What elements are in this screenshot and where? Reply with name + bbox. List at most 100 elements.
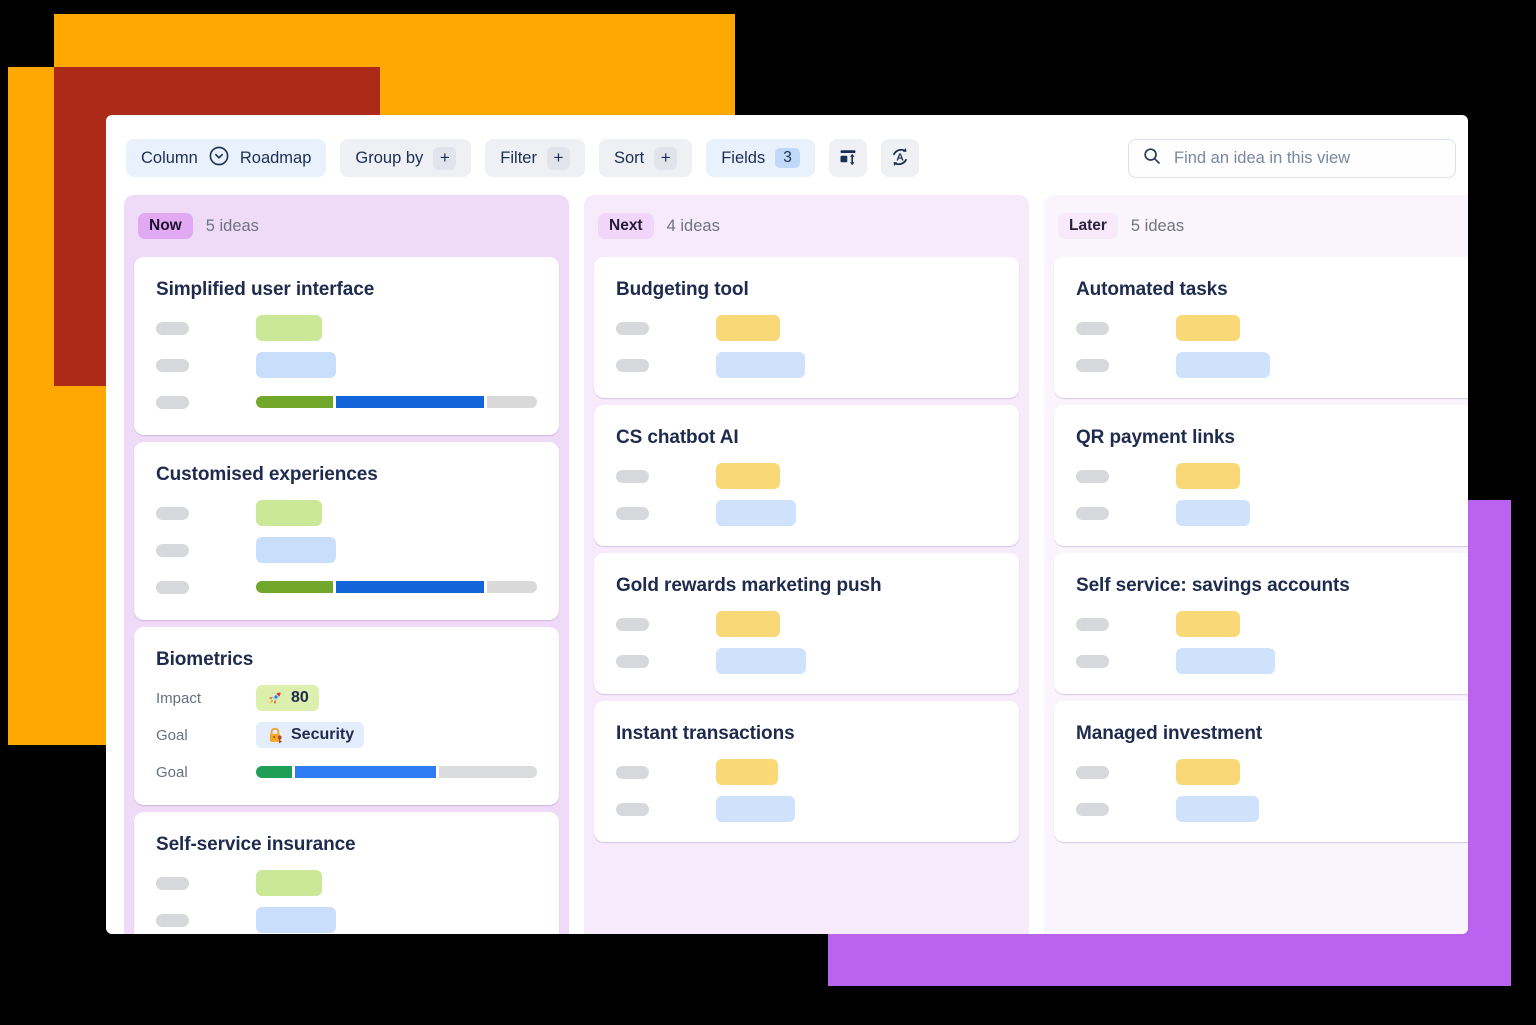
progress-bar [256, 396, 537, 408]
idea-card[interactable]: Managed investment [1054, 701, 1468, 842]
idea-field-row [156, 315, 537, 341]
field-value-placeholder [256, 537, 336, 563]
field-value-pill: 80 [256, 685, 319, 711]
idea-field-row [616, 611, 997, 637]
field-value-placeholder [256, 352, 336, 378]
idea-card-title: Automated tasks [1076, 279, 1228, 300]
group-by-button[interactable]: Group by + [340, 139, 472, 177]
field-label-placeholder [156, 876, 189, 890]
translate-icon: A [889, 146, 911, 171]
row-height-icon [838, 147, 858, 170]
sort-label: Sort [613, 148, 645, 167]
sort-button[interactable]: Sort + [598, 139, 693, 177]
progress-segment [336, 581, 484, 593]
field-label-placeholder [1076, 802, 1109, 816]
idea-card[interactable]: Biometrics Impact 80 Goal Security Goal [134, 627, 559, 805]
field-value-placeholder [256, 500, 322, 526]
idea-card[interactable]: QR payment links [1054, 405, 1468, 546]
group-by-label: Group by [355, 148, 424, 167]
field-value-pill: Security [256, 722, 365, 748]
field-label-zone [616, 469, 716, 483]
field-label-placeholder [616, 617, 649, 631]
field-label-placeholder [1076, 506, 1109, 520]
field-value-placeholder [716, 352, 805, 378]
idea-card[interactable]: Self service: savings accounts [1054, 553, 1468, 694]
progress-segment [336, 396, 484, 408]
field-label-placeholder [616, 321, 649, 335]
plus-icon: + [546, 146, 570, 170]
field-label-placeholder [1076, 654, 1109, 668]
field-label-zone [156, 876, 256, 890]
progress-bar [256, 766, 537, 778]
idea-card[interactable]: Customised experiences [134, 442, 559, 620]
filter-button[interactable]: Filter + [485, 139, 585, 177]
idea-field-row [156, 870, 537, 896]
idea-field-row [616, 648, 997, 674]
field-label-zone [156, 580, 256, 594]
field-value-placeholder [1176, 796, 1259, 822]
idea-card[interactable]: Instant transactions [594, 701, 1019, 842]
column-header-next: Next 4 ideas [584, 195, 1029, 257]
idea-card[interactable]: Gold rewards marketing push [594, 553, 1019, 694]
idea-card[interactable]: Simplified user interface [134, 257, 559, 435]
translate-button[interactable]: A [880, 139, 919, 177]
idea-field-row [616, 315, 997, 341]
field-label-placeholder [616, 506, 649, 520]
field-label-zone [156, 358, 256, 372]
idea-card-title: Self-service insurance [156, 834, 356, 855]
idea-field-row [156, 352, 537, 378]
column-next: Next 4 ideas Budgeting tool CS chatbot AI Go… [584, 195, 1029, 934]
idea-field-row [1076, 611, 1457, 637]
progress-segment [295, 766, 436, 778]
column-selector-label: Column [141, 148, 198, 167]
field-label-zone [616, 765, 716, 779]
field-label-placeholder [156, 506, 189, 520]
field-label-placeholder [1076, 469, 1109, 483]
field-value-placeholder [256, 907, 336, 933]
column-header-later: Later 5 ideas [1044, 195, 1468, 257]
field-value-placeholder [716, 759, 778, 785]
progress-track [487, 581, 537, 593]
field-label-placeholder [1076, 358, 1109, 372]
search-input[interactable] [1172, 148, 1442, 169]
field-label-zone [1076, 765, 1176, 779]
idea-field-row [1076, 648, 1457, 674]
idea-card[interactable]: Self-service insurance [134, 812, 559, 934]
idea-card[interactable]: CS chatbot AI [594, 405, 1019, 546]
idea-card-title: Simplified user interface [156, 279, 375, 300]
idea-card-title: Self service: savings accounts [1076, 575, 1350, 596]
field-label-zone: Goal [156, 727, 256, 744]
column-header-now: Now 5 ideas [124, 195, 569, 257]
field-label-zone [156, 543, 256, 557]
idea-field-row: Impact 80 [156, 685, 537, 711]
field-label-placeholder [616, 802, 649, 816]
idea-field-row [156, 537, 537, 563]
row-height-button[interactable] [828, 139, 867, 177]
field-value-placeholder [716, 796, 795, 822]
field-label-placeholder [156, 395, 189, 409]
field-label-zone: Impact [156, 690, 256, 707]
field-label-placeholder [156, 913, 189, 927]
column-count: 4 ideas [666, 216, 720, 235]
field-value-placeholder [1176, 463, 1240, 489]
idea-card[interactable]: Automated tasks [1054, 257, 1468, 398]
idea-field-row [616, 463, 997, 489]
field-label-placeholder [156, 580, 189, 594]
field-label-zone [616, 617, 716, 631]
fields-count-badge: 3 [775, 148, 800, 168]
idea-card[interactable]: Budgeting tool [594, 257, 1019, 398]
field-label: Goal [156, 726, 188, 744]
idea-card-rows [616, 463, 997, 526]
column-selector[interactable]: Column Roadmap [126, 139, 327, 177]
idea-card-title: Gold rewards marketing push [616, 575, 882, 596]
column-badge-later: Later [1058, 213, 1118, 239]
field-label-placeholder [1076, 617, 1109, 631]
fields-button[interactable]: Fields 3 [706, 139, 815, 177]
idea-card-rows [616, 759, 997, 822]
idea-card-title: Managed investment [1076, 723, 1263, 744]
idea-card-rows: Impact 80 Goal Security Goal [156, 685, 537, 785]
field-label-placeholder [616, 654, 649, 668]
field-label-zone [616, 802, 716, 816]
field-label-zone [616, 321, 716, 335]
idea-card-rows [1076, 463, 1457, 526]
